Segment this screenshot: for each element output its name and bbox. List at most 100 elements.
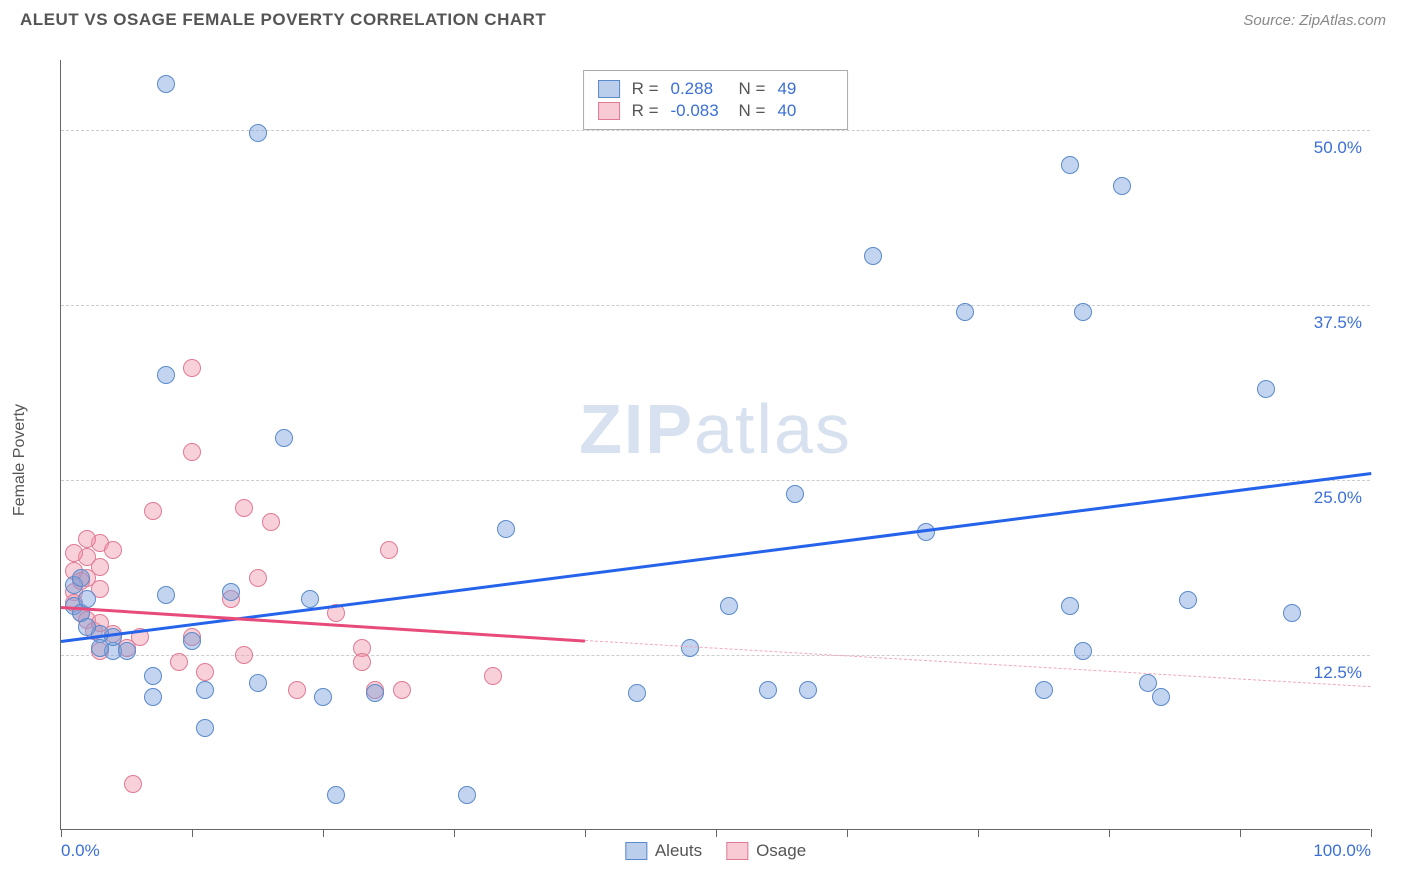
data-point-osage (183, 443, 201, 461)
data-point-aleuts (1074, 642, 1092, 660)
legend-item-aleuts: Aleuts (625, 841, 702, 861)
data-point-aleuts (786, 485, 804, 503)
data-point-osage (484, 667, 502, 685)
n-label: N = (739, 79, 766, 99)
aleuts-r-value: 0.288 (671, 79, 727, 99)
data-point-osage (183, 359, 201, 377)
series-legend: Aleuts Osage (625, 841, 806, 861)
data-point-aleuts (458, 786, 476, 804)
data-point-osage (235, 499, 253, 517)
watermark-rest: atlas (694, 390, 852, 468)
x-tick (1240, 829, 1241, 837)
data-point-aleuts (72, 569, 90, 587)
source-attribution: Source: ZipAtlas.com (1243, 12, 1386, 29)
data-point-aleuts (196, 719, 214, 737)
plot-area: ZIPatlas R = 0.288 N = 49 R = -0.083 N =… (60, 60, 1370, 830)
data-point-aleuts (1074, 303, 1092, 321)
data-point-aleuts (799, 681, 817, 699)
data-point-aleuts (196, 681, 214, 699)
data-point-aleuts (157, 75, 175, 93)
data-point-aleuts (157, 586, 175, 604)
n-label: N = (739, 101, 766, 121)
chart-container: Female Poverty ZIPatlas R = 0.288 N = 49… (20, 50, 1386, 870)
data-point-osage (104, 541, 122, 559)
x-tick (323, 829, 324, 837)
data-point-aleuts (1257, 380, 1275, 398)
legend-row-aleuts: R = 0.288 N = 49 (598, 79, 834, 99)
data-point-aleuts (1061, 156, 1079, 174)
data-point-aleuts (681, 639, 699, 657)
data-point-aleuts (1152, 688, 1170, 706)
x-tick (978, 829, 979, 837)
data-point-aleuts (144, 667, 162, 685)
y-tick-label: 25.0% (1314, 488, 1362, 508)
data-point-aleuts (1283, 604, 1301, 622)
data-point-osage (78, 530, 96, 548)
data-point-aleuts (157, 366, 175, 384)
data-point-aleuts (301, 590, 319, 608)
data-point-aleuts (1061, 597, 1079, 615)
data-point-aleuts (759, 681, 777, 699)
data-point-osage (170, 653, 188, 671)
data-point-aleuts (327, 786, 345, 804)
chart-title: ALEUT VS OSAGE FEMALE POVERTY CORRELATIO… (20, 10, 546, 30)
data-point-aleuts (118, 642, 136, 660)
x-tick (585, 829, 586, 837)
trendline-aleuts (61, 472, 1371, 643)
data-point-aleuts (1113, 177, 1131, 195)
data-point-aleuts (366, 684, 384, 702)
legend-label-aleuts: Aleuts (655, 841, 702, 861)
data-point-aleuts (275, 429, 293, 447)
data-point-aleuts (183, 632, 201, 650)
swatch-pink (598, 102, 620, 120)
data-point-osage (353, 653, 371, 671)
chart-header: ALEUT VS OSAGE FEMALE POVERTY CORRELATIO… (0, 0, 1406, 36)
y-tick-label: 12.5% (1314, 663, 1362, 683)
data-point-osage (249, 569, 267, 587)
data-point-aleuts (314, 688, 332, 706)
data-point-aleuts (78, 590, 96, 608)
x-tick (1109, 829, 1110, 837)
x-tick-label: 0.0% (61, 841, 100, 861)
data-point-osage (235, 646, 253, 664)
data-point-osage (288, 681, 306, 699)
data-point-aleuts (1179, 591, 1197, 609)
data-point-aleuts (1035, 681, 1053, 699)
trendline-osage-extrapolated (585, 640, 1371, 687)
swatch-blue (598, 80, 620, 98)
source-name: ZipAtlas.com (1299, 12, 1386, 29)
data-point-aleuts (956, 303, 974, 321)
x-tick (1371, 829, 1372, 837)
data-point-aleuts (497, 520, 515, 538)
data-point-aleuts (78, 618, 96, 636)
aleuts-n-value: 49 (777, 79, 833, 99)
data-point-aleuts (91, 639, 109, 657)
data-point-aleuts (720, 597, 738, 615)
data-point-aleuts (144, 688, 162, 706)
data-point-osage (380, 541, 398, 559)
correlation-legend: R = 0.288 N = 49 R = -0.083 N = 40 (583, 70, 849, 130)
data-point-aleuts (628, 684, 646, 702)
swatch-pink (726, 842, 748, 860)
watermark-bold: ZIP (579, 390, 694, 468)
data-point-aleuts (249, 124, 267, 142)
data-point-osage (144, 502, 162, 520)
x-tick (61, 829, 62, 837)
data-point-osage (196, 663, 214, 681)
x-tick (716, 829, 717, 837)
y-tick-label: 37.5% (1314, 313, 1362, 333)
y-tick-label: 50.0% (1314, 138, 1362, 158)
osage-r-value: -0.083 (671, 101, 727, 121)
x-tick-label: 100.0% (1313, 841, 1371, 861)
x-tick (454, 829, 455, 837)
osage-n-value: 40 (777, 101, 833, 121)
gridline (61, 480, 1370, 481)
r-label: R = (632, 101, 659, 121)
legend-row-osage: R = -0.083 N = 40 (598, 101, 834, 121)
x-tick (847, 829, 848, 837)
y-axis-label: Female Poverty (11, 404, 29, 516)
source-prefix: Source: (1243, 12, 1299, 29)
gridline (61, 305, 1370, 306)
data-point-osage (124, 775, 142, 793)
data-point-aleuts (864, 247, 882, 265)
